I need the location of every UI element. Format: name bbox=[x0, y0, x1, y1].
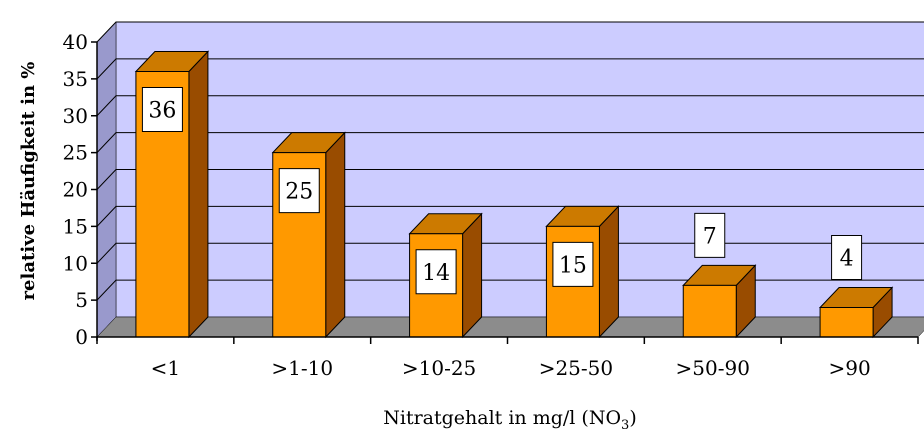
bar bbox=[682, 264, 757, 339]
data-label: 4 bbox=[840, 247, 854, 272]
x-tick-label: >25-50 bbox=[539, 356, 613, 380]
gridline bbox=[96, 205, 924, 227]
data-label: 25 bbox=[285, 180, 313, 205]
plot-floor bbox=[96, 316, 924, 338]
x-axis-label-subscript: 3 bbox=[621, 418, 629, 432]
x-tick-label: >50-90 bbox=[676, 356, 750, 380]
gridline bbox=[96, 242, 924, 264]
x-tick-label: >1-10 bbox=[271, 356, 333, 380]
bar-front bbox=[819, 307, 874, 338]
y-tick-label: 30 bbox=[63, 104, 88, 128]
data-label-box bbox=[141, 87, 183, 132]
gridline bbox=[96, 58, 924, 80]
x-axis-label-suffix: ) bbox=[629, 407, 636, 429]
x-axis-label: Nitratgehalt in mg/l (NO3) bbox=[383, 407, 636, 432]
x-axis-label-main: Nitratgehalt in mg/l (NO bbox=[383, 407, 621, 429]
gridline bbox=[96, 21, 924, 43]
data-label-box bbox=[831, 235, 863, 280]
y-tick-label: 0 bbox=[75, 325, 88, 349]
y-tick-label: 25 bbox=[63, 141, 88, 165]
axes bbox=[91, 41, 919, 344]
y-tick-label: 5 bbox=[75, 288, 88, 312]
y-tick-label: 35 bbox=[63, 67, 88, 91]
y-tick-labels: 0 5 10 15 20 25 30 35 40 bbox=[63, 30, 88, 349]
data-label-box bbox=[694, 212, 726, 258]
y-axis-label: relative Häufigkeit in % bbox=[18, 62, 39, 301]
bar bbox=[271, 131, 346, 339]
bar-side bbox=[188, 50, 209, 339]
bar-front bbox=[682, 284, 737, 338]
gridline bbox=[96, 279, 924, 301]
data-label: 36 bbox=[148, 99, 176, 124]
x-tick-labels: <1 >1-10 >10-25 >25-50 >50-90 >90 bbox=[151, 356, 871, 380]
data-label-box bbox=[278, 168, 320, 214]
x-tick-label: <1 bbox=[151, 356, 180, 380]
gridline bbox=[96, 132, 924, 153]
data-label-box bbox=[415, 249, 457, 295]
y-tick-label: 10 bbox=[63, 251, 88, 275]
bars: 36 25 14 15 7 4 bbox=[134, 50, 894, 339]
gridline bbox=[96, 95, 924, 117]
gridline bbox=[96, 169, 924, 190]
bar-side bbox=[598, 205, 619, 339]
data-label: 7 bbox=[703, 224, 717, 249]
bar-side bbox=[325, 131, 346, 339]
x-tick-label: >90 bbox=[828, 356, 870, 380]
data-label: 14 bbox=[422, 261, 450, 286]
bar-side bbox=[462, 212, 483, 339]
data-label: 15 bbox=[559, 253, 587, 278]
gridlines bbox=[96, 21, 924, 301]
y-tick-label: 20 bbox=[63, 178, 88, 202]
bar bbox=[818, 286, 894, 339]
y-tick-label: 15 bbox=[63, 214, 88, 238]
plot-area bbox=[96, 21, 924, 338]
x-tick-label: >10-25 bbox=[402, 356, 476, 380]
data-label-box bbox=[552, 241, 594, 287]
y-tick-label: 40 bbox=[63, 30, 88, 54]
